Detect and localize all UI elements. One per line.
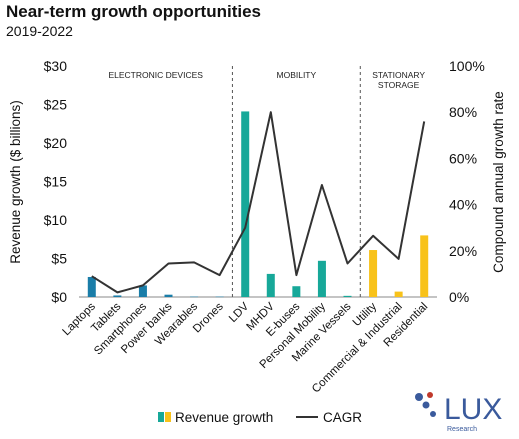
logo-tagline: Research xyxy=(447,426,477,433)
y2-tick-label: 0% xyxy=(449,289,469,305)
y2-tick-label: 60% xyxy=(449,150,477,166)
bar xyxy=(266,273,275,297)
group-label: ELECTRONIC DEVICES xyxy=(108,70,203,80)
bar xyxy=(87,276,96,297)
bar xyxy=(420,235,429,297)
logo-dot xyxy=(422,401,430,409)
logo-dot xyxy=(415,393,423,401)
y-tick-label: $0 xyxy=(51,289,67,305)
bar xyxy=(138,285,147,297)
logo-wordmark: LUX xyxy=(444,393,502,426)
legend-cagr-label: CAGR xyxy=(323,410,362,425)
y2-tick-label: 100% xyxy=(449,58,485,74)
legend-swatch-yellow xyxy=(165,412,171,422)
y-tick-label: $15 xyxy=(44,174,68,190)
y2-axis-title: Compound annual growth rate xyxy=(491,91,506,273)
group-label: MOBILITY xyxy=(277,70,317,80)
bar xyxy=(343,295,352,297)
y-tick-label: $5 xyxy=(51,251,67,267)
bar xyxy=(113,295,122,297)
bar xyxy=(215,296,224,298)
chart-title: Near-term growth opportunities xyxy=(6,2,262,21)
group-label: STORAGE xyxy=(378,80,420,90)
y2-tick-label: 40% xyxy=(449,197,477,213)
bar xyxy=(292,286,301,297)
x-tick-label: Laptops xyxy=(60,300,98,338)
bar xyxy=(369,250,378,297)
y-tick-label: $10 xyxy=(44,212,68,228)
y-tick-label: $20 xyxy=(44,135,68,151)
chart-subtitle: 2019-2022 xyxy=(6,23,73,39)
y2-tick-label: 80% xyxy=(449,104,477,120)
bar xyxy=(241,111,250,298)
cagr-line xyxy=(91,111,426,294)
legend-swatch-teal xyxy=(158,412,164,422)
y2-tick-label: 20% xyxy=(449,243,477,259)
group-label: STATIONARY xyxy=(372,70,425,80)
y-tick-label: $30 xyxy=(44,58,68,74)
y-axis-title: Revenue growth ($ billions) xyxy=(8,100,23,264)
bar xyxy=(190,296,199,298)
bar xyxy=(164,294,173,297)
legend-revenue-label: Revenue growth xyxy=(175,410,273,425)
bar xyxy=(394,291,403,297)
logo-dot xyxy=(427,392,433,398)
logo-dot xyxy=(430,411,436,417)
bar xyxy=(317,260,326,297)
y-tick-label: $25 xyxy=(44,97,68,113)
